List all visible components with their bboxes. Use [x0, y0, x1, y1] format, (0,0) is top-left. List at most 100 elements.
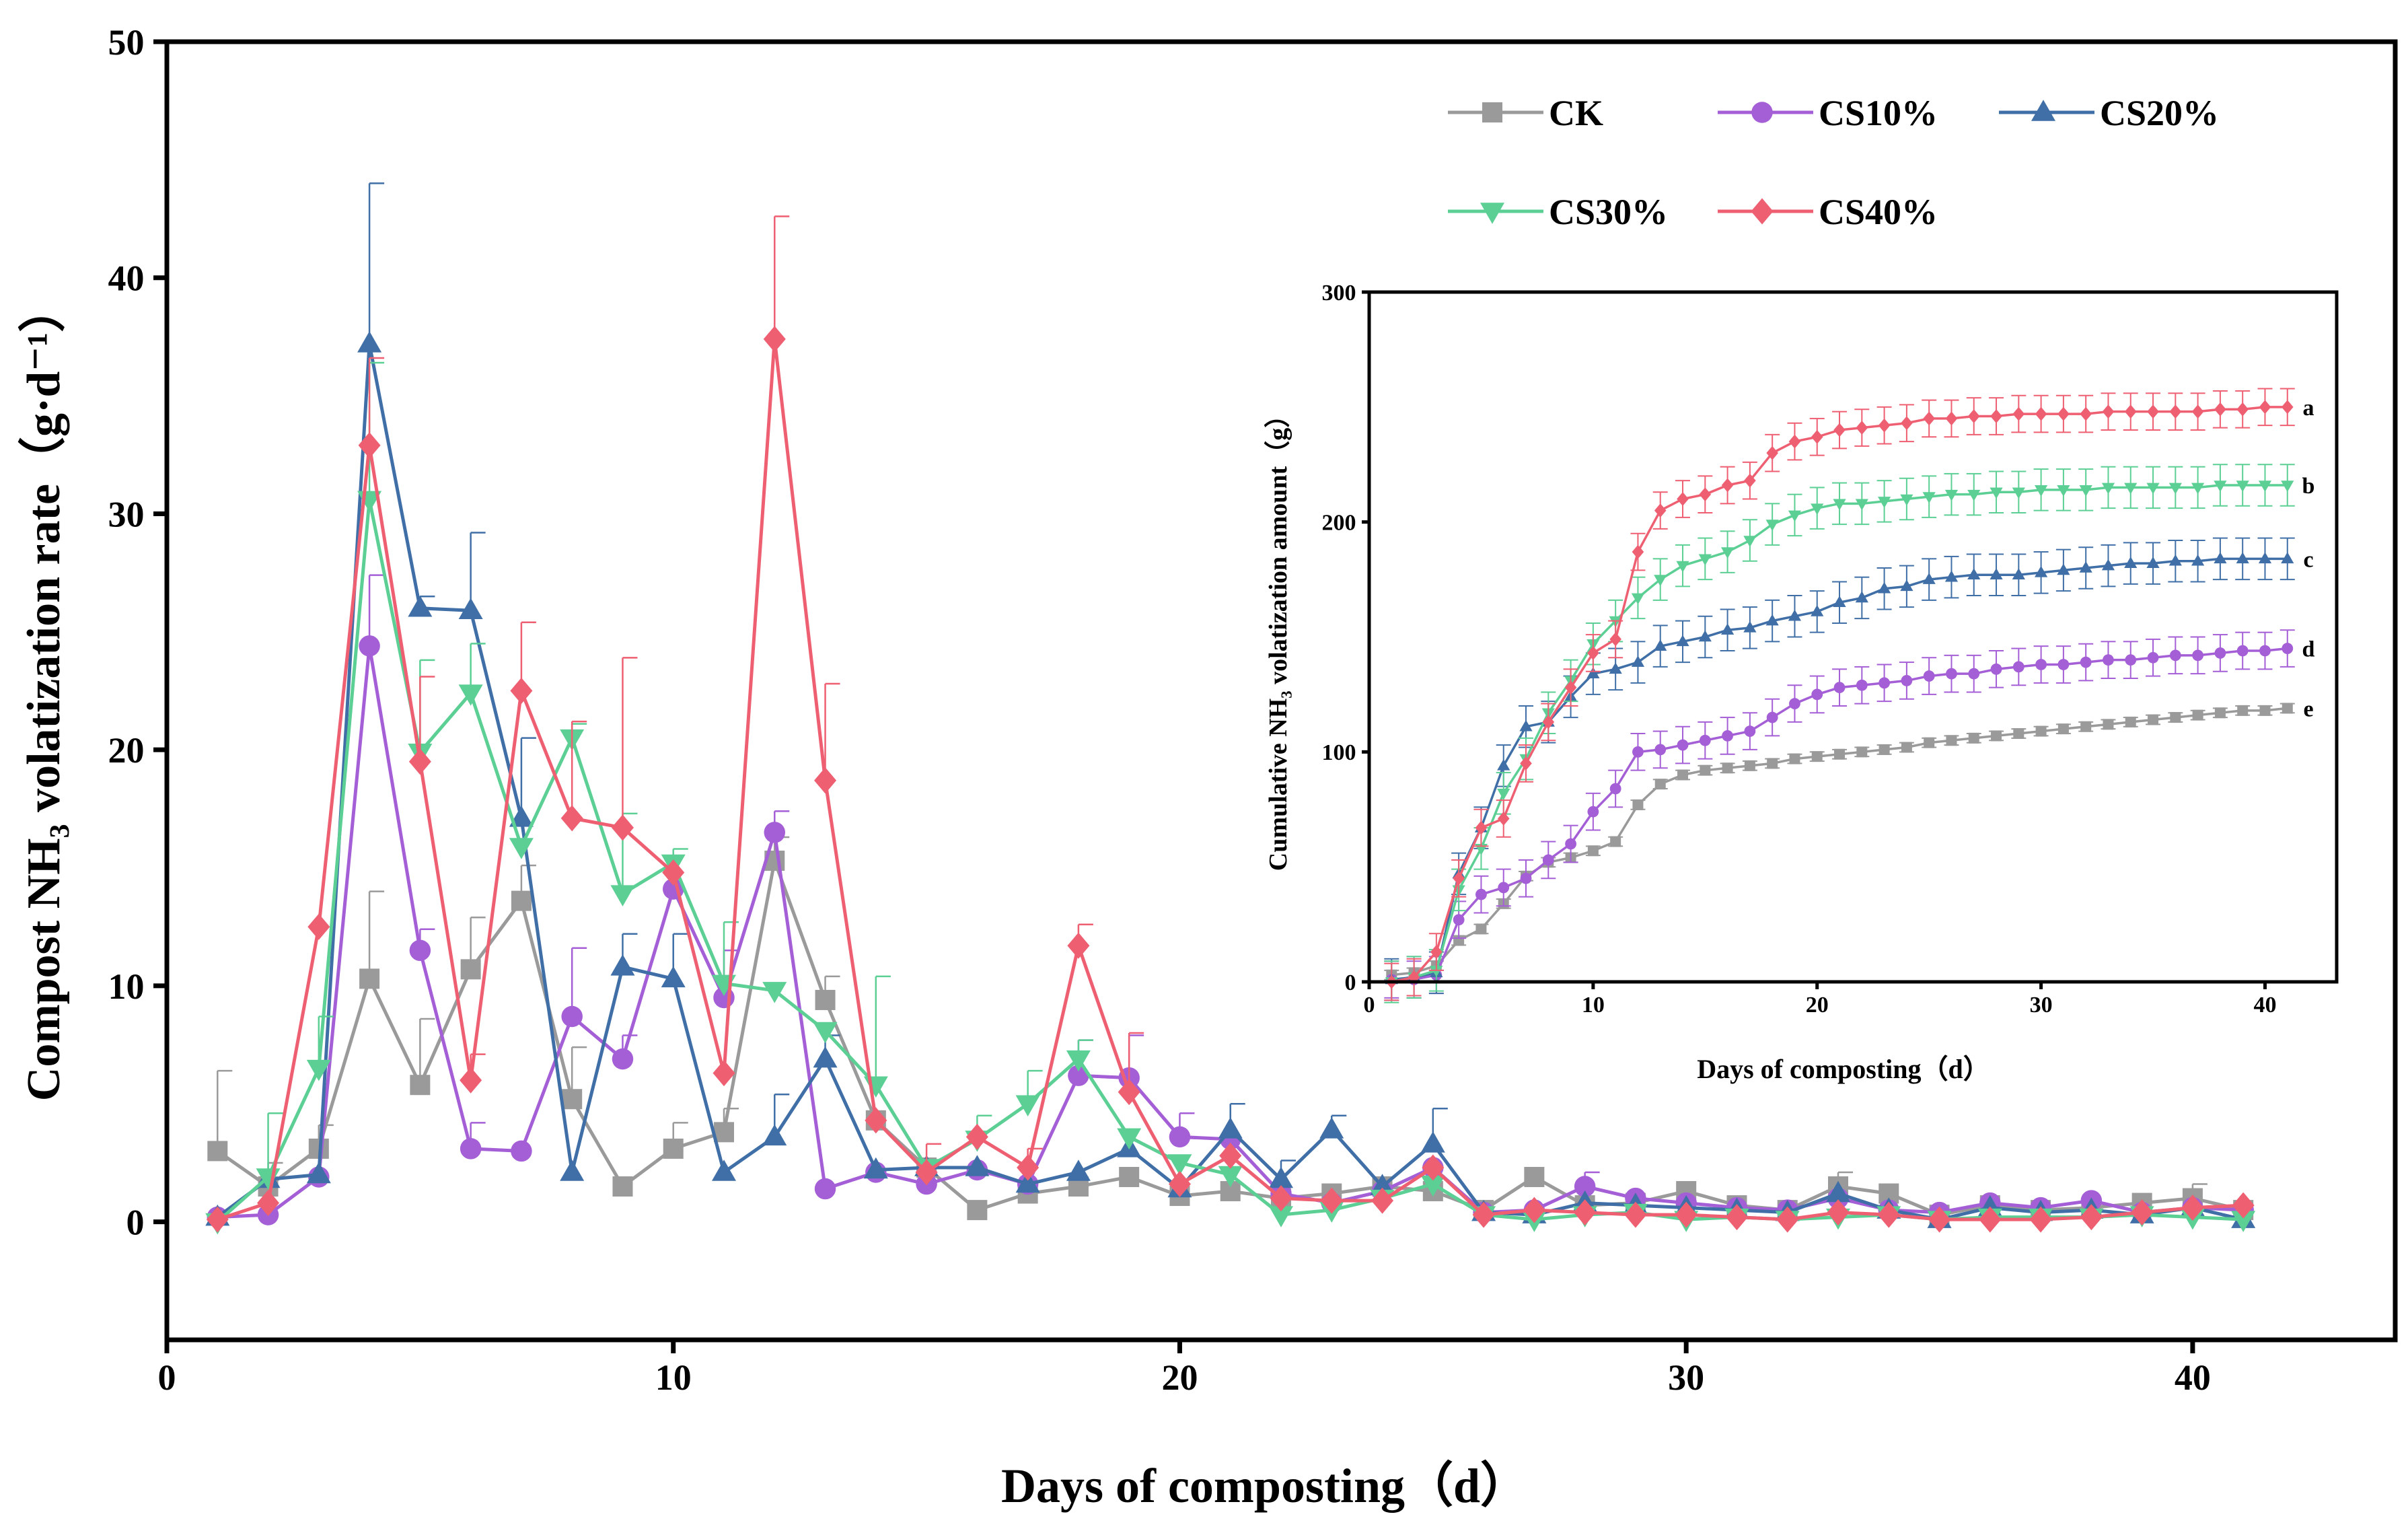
data-point — [1968, 732, 1979, 744]
data-point — [813, 1046, 838, 1068]
data-point — [1789, 753, 1800, 764]
data-point — [1270, 1185, 1292, 1212]
data-point — [1922, 573, 1936, 584]
data-point — [2035, 406, 2047, 421]
data-point — [967, 1200, 988, 1221]
data-point — [257, 1190, 280, 1217]
data-point — [1923, 670, 1935, 682]
data-point — [1624, 1201, 1647, 1228]
x-tick-label: 40 — [2175, 1357, 2211, 1398]
data-point — [1901, 675, 1913, 686]
data-point — [1654, 639, 1667, 651]
data-point — [2101, 483, 2115, 495]
data-point — [1119, 1166, 1140, 1187]
data-point — [1631, 655, 1645, 667]
data-point — [2236, 552, 2249, 564]
data-point — [1066, 1050, 1091, 1072]
data-point — [2103, 654, 2114, 666]
data-point — [2214, 480, 2227, 492]
data-point — [1269, 1166, 1293, 1188]
legend-item-cs30pct: CS30% — [1448, 192, 1668, 232]
data-point — [2057, 406, 2070, 421]
data-point — [2124, 404, 2137, 419]
data-point — [2214, 552, 2227, 564]
data-point — [1542, 715, 1555, 729]
legend: CK CS10% CS20% CS30% CS40% — [1448, 93, 2219, 232]
data-point — [1922, 492, 1936, 504]
data-point — [1877, 1201, 1900, 1228]
data-point — [1497, 758, 1510, 771]
data-point — [1587, 806, 1599, 818]
data-point — [661, 966, 686, 988]
data-point — [1743, 620, 1757, 633]
data-point — [1168, 1171, 1191, 1198]
data-point — [1118, 1079, 1140, 1106]
data-point — [1990, 487, 2003, 499]
data-point — [2281, 552, 2294, 564]
legend-marker — [1482, 102, 1502, 122]
inset-y-axis-title: Cumulative NH₃ volatization amount（g） — [1264, 402, 1292, 871]
data-point — [307, 913, 330, 940]
data-point — [1564, 680, 1577, 695]
data-point — [410, 1075, 431, 1096]
data-point — [863, 1157, 888, 1179]
data-point — [1371, 1187, 1394, 1214]
x-tick-label: 40 — [2253, 993, 2276, 1018]
data-point — [2169, 649, 2181, 662]
data-point — [1475, 888, 1487, 900]
data-point — [1609, 632, 1621, 647]
data-point — [713, 1060, 735, 1087]
data-point — [2102, 404, 2115, 419]
data-point — [1167, 1154, 1192, 1176]
data-point — [1946, 668, 1957, 680]
data-point — [1453, 871, 1465, 886]
data-point — [1117, 1128, 1142, 1150]
data-point — [965, 1123, 988, 1150]
legend-item-cs10pct: CS10% — [1718, 93, 1938, 133]
data-point — [2192, 649, 2204, 662]
x-tick-label: 0 — [1364, 993, 1375, 1018]
data-point — [1901, 416, 1913, 431]
y-tick-label: 0 — [1345, 970, 1356, 995]
data-point — [611, 814, 634, 841]
data-point — [1945, 411, 1958, 426]
data-point — [2192, 709, 2203, 721]
data-point — [610, 954, 635, 976]
data-point — [1855, 499, 1868, 511]
legend-label: CS40% — [1819, 192, 1938, 232]
y-tick-label: 10 — [108, 966, 145, 1007]
data-point — [714, 1122, 734, 1143]
data-point — [1218, 1166, 1243, 1188]
data-point — [2125, 654, 2137, 666]
data-point — [1991, 730, 2002, 742]
data-point — [408, 748, 431, 775]
data-point — [2124, 483, 2138, 495]
data-point — [2029, 1206, 2052, 1233]
data-point — [1811, 751, 1823, 762]
data-point — [1676, 561, 1689, 573]
data-point — [1979, 1206, 2002, 1233]
data-point — [2147, 651, 2159, 664]
data-point — [408, 595, 433, 617]
data-point — [1833, 423, 1846, 437]
data-point — [2282, 643, 2294, 654]
legend-item-ck: CK — [1448, 93, 1603, 133]
data-point — [1967, 409, 1980, 423]
data-point — [460, 1067, 482, 1094]
data-point — [814, 1178, 836, 1200]
data-point — [460, 959, 481, 980]
data-point — [1420, 1175, 1445, 1197]
data-point — [560, 1160, 585, 1181]
data-point — [509, 838, 534, 859]
data-point — [511, 890, 532, 911]
data-point — [1766, 445, 1778, 460]
data-point — [2079, 485, 2092, 497]
data-point — [1744, 725, 1756, 737]
data-point — [1789, 698, 1800, 709]
data-point — [1967, 568, 1981, 580]
x-tick-label: 30 — [2030, 993, 2053, 1018]
legend-item-cs20pct: CS20% — [1999, 93, 2219, 133]
data-point — [1856, 679, 1868, 691]
data-point — [1408, 970, 1420, 985]
data-point — [965, 1155, 990, 1176]
